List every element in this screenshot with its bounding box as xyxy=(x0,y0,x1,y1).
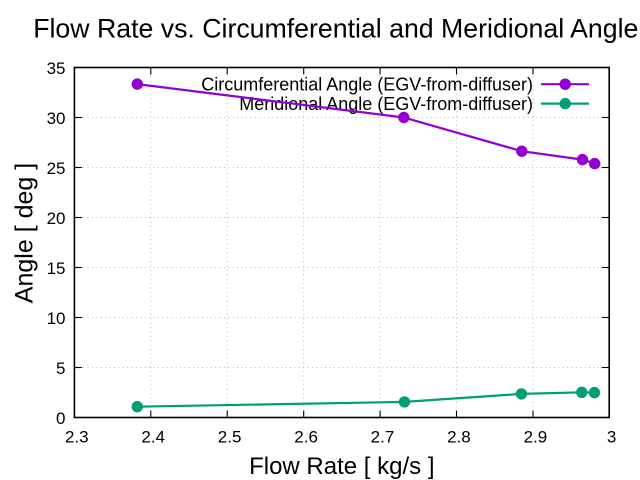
svg-text:Circumferential Angle (EGV-fro: Circumferential Angle (EGV-from-diffuser… xyxy=(201,75,533,95)
svg-text:15: 15 xyxy=(47,259,66,278)
svg-text:2.4: 2.4 xyxy=(141,428,165,447)
svg-text:20: 20 xyxy=(47,209,66,228)
svg-text:0: 0 xyxy=(56,409,65,428)
svg-text:Flow Rate vs. Circumferential: Flow Rate vs. Circumferential and Meridi… xyxy=(33,14,638,44)
svg-text:2.5: 2.5 xyxy=(218,428,242,447)
svg-text:Meridional Angle (EGV-from-dif: Meridional Angle (EGV-from-diffuser) xyxy=(239,94,533,114)
svg-text:Angle [ deg ]: Angle [ deg ] xyxy=(11,163,39,303)
svg-text:35: 35 xyxy=(47,59,66,78)
svg-text:10: 10 xyxy=(47,309,66,328)
svg-text:2.9: 2.9 xyxy=(524,428,548,447)
svg-text:2.3: 2.3 xyxy=(65,428,89,447)
svg-text:2.8: 2.8 xyxy=(447,428,471,447)
svg-text:25: 25 xyxy=(47,159,66,178)
svg-text:3: 3 xyxy=(607,428,616,447)
svg-text:30: 30 xyxy=(47,109,66,128)
svg-text:2.6: 2.6 xyxy=(294,428,318,447)
svg-text:Flow Rate [ kg/s ]: Flow Rate [ kg/s ] xyxy=(249,453,434,480)
svg-text:2.7: 2.7 xyxy=(371,428,395,447)
svg-text:5: 5 xyxy=(56,359,65,378)
